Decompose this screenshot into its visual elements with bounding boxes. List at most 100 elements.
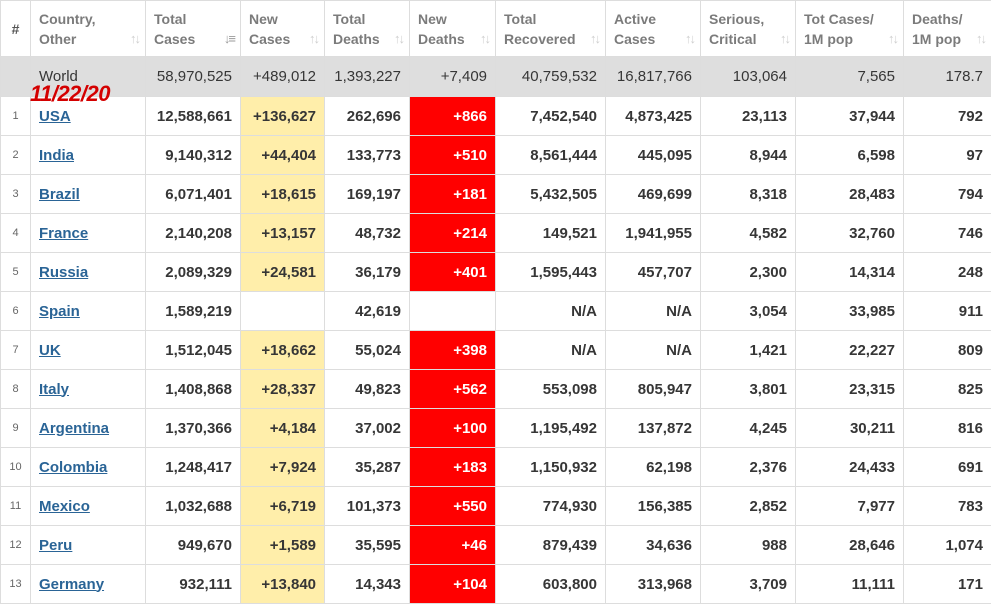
column-header-active-cases[interactable]: Active Cases ↑↓ [605,0,701,57]
new-cases-cell: +6,719 [240,486,325,526]
new-deaths-cell: +398 [409,330,496,370]
country-link[interactable]: India [39,146,75,164]
new-deaths-cell: +866 [409,96,496,136]
country-link[interactable]: Spain [39,302,80,320]
rank-cell: 9 [0,408,31,448]
country-link[interactable]: Mexico [39,497,90,515]
total-recovered-cell: 1,595,443 [495,252,606,292]
new-cases-cell: +44,404 [240,135,325,175]
country-link[interactable]: Germany [39,575,105,593]
country-cell: Peru [30,525,146,565]
rank-cell: 3 [0,174,31,214]
table-row: 7 UK 1,512,045 +18,662 55,024 +398 N/A N/A 1,421… [0,330,991,370]
column-header-total-deaths[interactable]: Total Deaths ↑↓ [324,0,410,57]
column-header-new-deaths[interactable]: New Deaths ↑↓ [409,0,496,57]
new-deaths-cell: +401 [409,252,496,292]
sort-updown-icon[interactable]: ↑↓ [309,31,320,46]
new-cases-cell: +28,337 [240,369,325,409]
cases-per-1m-cell: 7,977 [795,486,904,526]
column-header-label-line1: Active [614,11,657,27]
total-deaths-cell: 14,343 [324,564,410,604]
sort-updown-icon[interactable]: ↑↓ [780,31,791,46]
new-deaths-cell: +214 [409,213,496,253]
column-header-new-cases[interactable]: New Cases ↑↓ [240,0,325,57]
active-cases-cell: 137,872 [605,408,701,448]
country-link[interactable]: UK [39,341,61,359]
cases-per-1m-cell: 11,111 [795,564,904,604]
new-cases-cell: +18,662 [240,330,325,370]
total-deaths-cell: 48,732 [324,213,410,253]
serious-cell: 8,944 [700,135,796,175]
total-cases-cell: 1,408,868 [145,369,241,409]
rank-cell: 13 [0,564,31,604]
total-recovered-cell: 603,800 [495,564,606,604]
rank-cell: 6 [0,291,31,331]
sort-updown-icon[interactable]: ↑↓ [976,31,987,46]
country-cell: Mexico [30,486,146,526]
total-deaths-cell: 169,197 [324,174,410,214]
total-recovered-cell: 553,098 [495,369,606,409]
column-header-total-cases[interactable]: Total Cases ↓≡ [145,0,241,57]
sort-updown-icon[interactable]: ↑↓ [130,31,141,46]
deaths-per-1m-cell: 1,074 [903,525,991,565]
table-row: 5 Russia 2,089,329 +24,581 36,179 +401 1,595,4… [0,252,991,292]
country-link[interactable]: Brazil [39,185,80,203]
cases-per-1m-cell: 33,985 [795,291,904,331]
new-deaths-cell: +46 [409,525,496,565]
country-link[interactable]: Peru [39,536,73,554]
column-header-label-line2: Deaths [333,31,380,47]
column-header-label-line2: Critical [709,31,757,47]
country-link[interactable]: France [39,224,89,242]
world-cases-per-1m: 7,565 [795,56,904,97]
column-header-cases-per-1m[interactable]: Tot Cases/1M pop ↑↓ [795,0,904,57]
active-cases-cell: 156,385 [605,486,701,526]
country-link[interactable]: Colombia [39,458,108,476]
table-row: 10 Colombia 1,248,417 +7,924 35,287 +183 1,150… [0,447,991,487]
column-header-deaths-per-1m[interactable]: Deaths/1M pop ↑↓ [903,0,991,57]
sort-updown-icon[interactable]: ↑↓ [888,31,899,46]
country-cell: Brazil [30,174,146,214]
new-deaths-cell: +104 [409,564,496,604]
country-link[interactable]: Argentina [39,419,110,437]
cases-per-1m-cell: 28,483 [795,174,904,214]
table-row: 1 USA 12,588,661 +136,627 262,696 +866 7,452,5… [0,96,991,136]
country-cell: Argentina [30,408,146,448]
new-cases-cell: +13,157 [240,213,325,253]
table-row: 4 France 2,140,208 +13,157 48,732 +214 149,521… [0,213,991,253]
deaths-per-1m-cell: 792 [903,96,991,136]
total-cases-cell: 9,140,312 [145,135,241,175]
total-deaths-cell: 36,179 [324,252,410,292]
active-cases-cell: 4,873,425 [605,96,701,136]
country-link[interactable]: Russia [39,263,89,281]
new-cases-cell: +18,615 [240,174,325,214]
total-deaths-cell: 262,696 [324,96,410,136]
column-header-label-line1: Tot Cases/ [804,11,874,27]
country-link[interactable]: Italy [39,380,70,398]
sort-updown-icon[interactable]: ↑↓ [685,31,696,46]
country-cell: UK [30,330,146,370]
total-recovered-cell: N/A [495,291,606,331]
column-header-serious[interactable]: Serious, Critical ↑↓ [700,0,796,57]
total-recovered-cell: 1,195,492 [495,408,606,448]
total-deaths-cell: 35,287 [324,447,410,487]
sort-updown-icon[interactable]: ↑↓ [480,31,491,46]
new-deaths-cell: +183 [409,447,496,487]
serious-cell: 3,709 [700,564,796,604]
country-link[interactable]: USA [39,107,71,125]
sort-updown-icon[interactable]: ↑↓ [394,31,405,46]
column-header-total-recovered[interactable]: Total Recovered ↑↓ [495,0,606,57]
deaths-per-1m-cell: 825 [903,369,991,409]
world-deaths-per-1m: 178.7 [903,56,991,97]
deaths-per-1m-cell: 809 [903,330,991,370]
new-cases-cell: +24,581 [240,252,325,292]
serious-cell: 2,376 [700,447,796,487]
sort-updown-icon[interactable]: ↑↓ [590,31,601,46]
sort-descending-icon[interactable]: ↓≡ [223,31,236,46]
table-row: 9 Argentina 1,370,366 +4,184 37,002 +100 1,195… [0,408,991,448]
cases-per-1m-cell: 37,944 [795,96,904,136]
total-recovered-cell: 7,452,540 [495,96,606,136]
deaths-per-1m-cell: 794 [903,174,991,214]
rank-cell: 5 [0,252,31,292]
column-header-country[interactable]: Country, Other ↑↓ [30,0,146,57]
total-cases-cell: 1,512,045 [145,330,241,370]
